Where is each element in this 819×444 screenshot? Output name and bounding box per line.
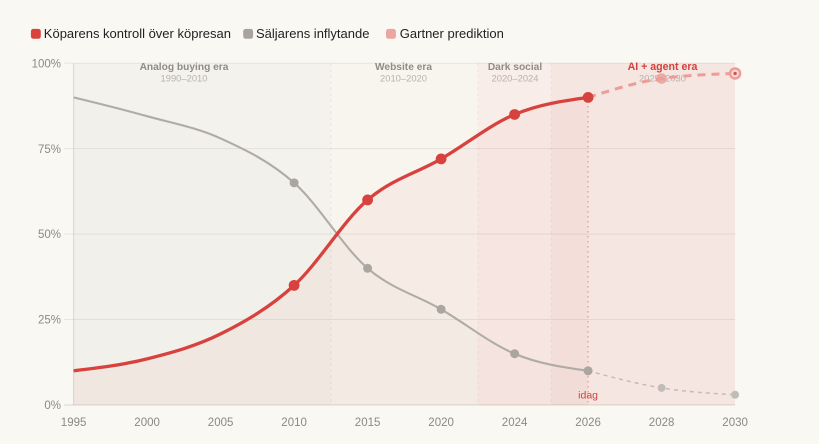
- svg-text:Dark social: Dark social: [488, 62, 543, 73]
- svg-text:100%: 100%: [32, 58, 61, 70]
- svg-text:2010: 2010: [281, 417, 307, 429]
- svg-text:AI + agent era: AI + agent era: [628, 61, 698, 73]
- svg-text:2005: 2005: [208, 417, 234, 429]
- svg-text:25%: 25%: [38, 315, 61, 327]
- svg-text:2020: 2020: [428, 417, 454, 429]
- svg-text:2000: 2000: [134, 417, 160, 429]
- svg-text:2015: 2015: [355, 417, 381, 429]
- svg-text:1995: 1995: [61, 417, 87, 429]
- svg-text:Köparens kontroll över köpresa: Köparens kontroll över köpresan: [44, 26, 231, 41]
- svg-text:2030: 2030: [722, 417, 748, 429]
- svg-text:75%: 75%: [38, 144, 61, 156]
- svg-text:2020–2024: 2020–2024: [492, 73, 539, 84]
- svg-text:50%: 50%: [38, 229, 61, 241]
- svg-text:2028: 2028: [649, 417, 675, 429]
- svg-text:1990–2010: 1990–2010: [161, 73, 208, 84]
- svg-text:Säljarens inflytande: Säljarens inflytande: [256, 26, 369, 41]
- svg-text:Gartner prediktion: Gartner prediktion: [400, 26, 504, 41]
- svg-text:Analog buying era: Analog buying era: [140, 62, 229, 73]
- svg-text:Website era: Website era: [375, 62, 432, 73]
- svg-text:2026: 2026: [575, 417, 601, 429]
- svg-text:0%: 0%: [44, 400, 61, 412]
- svg-text:2010–2020: 2010–2020: [380, 73, 427, 84]
- svg-text:idag: idag: [578, 389, 598, 401]
- svg-text:2024: 2024: [502, 417, 528, 429]
